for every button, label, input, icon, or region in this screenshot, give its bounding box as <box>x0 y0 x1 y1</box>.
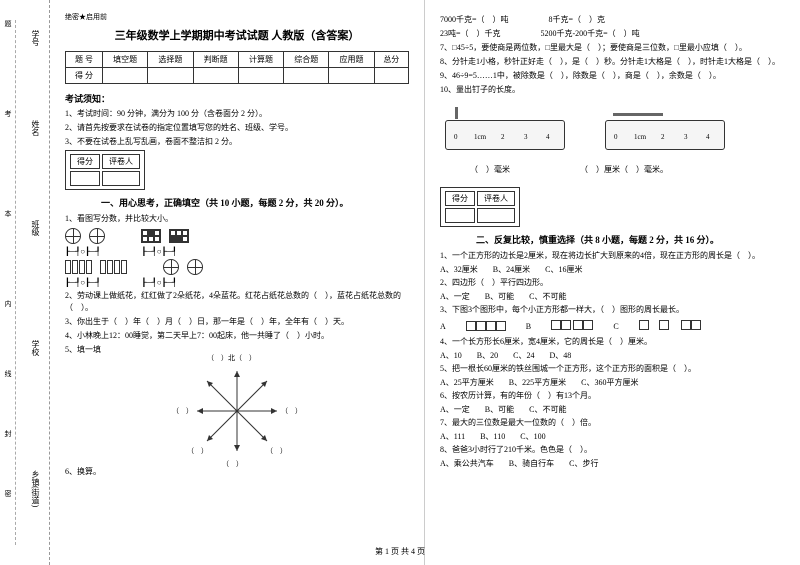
th: 选择题 <box>148 52 193 68</box>
q10: 10、量出钉子的长度。 <box>440 84 785 96</box>
nail-icon <box>455 107 458 119</box>
rulers-row: 0 1cm 2 3 4 0 1cm 2 3 4 <box>440 100 785 160</box>
ruler-2: 0 1cm 2 3 4 <box>605 105 735 155</box>
th: 综合题 <box>284 52 329 68</box>
shape-b <box>551 320 593 332</box>
edge-mark: 封 <box>3 430 13 437</box>
page-footer: 第 1 页 共 4 页 <box>0 546 800 557</box>
notice-item: 1、考试时间：90 分钟，满分为 100 分（含卷面分 2 分）。 <box>65 108 409 120</box>
s2q5: 5、把一根长60厘米的铁丝围城一个正方形，这个正方形的面积是（ ）。 <box>440 363 785 375</box>
th: 应用题 <box>329 52 374 68</box>
notice-header: 考试须知： <box>65 92 409 105</box>
shapes-row2 <box>65 259 409 275</box>
section2-title: 二、反复比较，慎重选择（共 8 小题，每题 2 分，共 16 分）。 <box>440 233 785 246</box>
shape-c <box>639 320 701 332</box>
shape-options: A B C <box>440 320 785 332</box>
s2q3: 3、下图3个图形中，每个小正方形都一样大，（ ）图形的周长最长。 <box>440 304 785 316</box>
grader-box-2: 得分评卷人 <box>440 187 520 227</box>
th: 总分 <box>374 52 408 68</box>
grader-box: 得分评卷人 <box>65 150 145 190</box>
q3: 3、你出生于（ ）年（ ）月（ ）日，那一年是（ ）年，全年有（ ）天。 <box>65 316 409 328</box>
circle-icon <box>65 228 81 244</box>
q6-item: 7000千克=（ ）吨 8千克=（ ）克 <box>440 14 785 26</box>
grid-icon <box>169 229 189 243</box>
shape-a <box>466 321 506 331</box>
edge-mark: 线 <box>3 370 13 377</box>
content-area: 绝密★启用前 三年级数学上学期期中考试试题 人教版（含答案） 题 号 填空题 选… <box>50 0 800 565</box>
edge-mark: 密 <box>3 490 13 497</box>
notice-item: 2、请首先按要求在试卷的指定位置填写您的姓名、班级、学号。 <box>65 122 409 134</box>
ruler-answer: （ ）厘米（ ）毫米。 <box>580 164 668 175</box>
circle-icon <box>89 228 105 244</box>
s2q8: 8、爸爸3小时行了210千米。色色是（ ）。 <box>440 444 785 456</box>
score-table: 题 号 填空题 选择题 判断题 计算题 综合题 应用题 总分 得 分 <box>65 51 409 84</box>
binding-sidebar: 学号 姓名 班级 学校 乡镇(街道) 题 考 本 内 线 封 密 <box>0 0 50 565</box>
s2q1: 1、一个正方形的边长是2厘米，现在将边长扩大到原来的4倍，现在正方形的周长是（ … <box>440 250 785 262</box>
q4: 4、小林晚上12：00睡觉，第二天早上7：00起床，他一共睡了（ ）小时。 <box>65 330 409 342</box>
grid-icon <box>141 229 161 243</box>
sidebar-label-school: 学校 <box>30 340 41 356</box>
q2: 2、劳动课上做纸花，红红做了2朵纸花，4朵蓝花。红花占纸花总数的（ ），蓝花占纸… <box>65 290 409 314</box>
q7: 7、□45÷5，要使商是两位数，□里最大是（ ）；要使商是三位数，□里最小应填（… <box>440 42 785 54</box>
q6-item: 23吨=（ ）千克 5200千克-200千克=（ ）吨 <box>440 28 785 40</box>
s2q2: 2、四边形（ ）平行四边形。 <box>440 277 785 289</box>
secret-mark: 绝密★启用前 <box>65 12 409 22</box>
exam-title: 三年级数学上学期期中考试试题 人教版（含答案） <box>65 27 409 43</box>
edge-mark: 题 <box>3 20 13 27</box>
s2q7: 7、最大的三位数是最大一位数的（ ）倍。 <box>440 417 785 429</box>
ruler-answer: （ ）毫米 <box>470 164 510 175</box>
bars-icon <box>65 260 92 274</box>
th: 计算题 <box>238 52 283 68</box>
q1: 1、看图写分数，并比较大小。 <box>65 213 409 225</box>
s2q6: 6、按农历计算，有的年份（ ）有13个月。 <box>440 390 785 402</box>
sidebar-label-class: 班级 <box>30 220 41 236</box>
left-column: 绝密★启用前 三年级数学上学期期中考试试题 人教版（含答案） 题 号 填空题 选… <box>50 0 425 565</box>
circle-icon <box>187 259 203 275</box>
compass-diagram: （ ）北（ ） （ ） （ ） （ ） （ ） （ ） <box>187 361 287 461</box>
edge-mark: 内 <box>3 300 13 307</box>
right-column: 7000千克=（ ）吨 8千克=（ ）克 23吨=（ ）千克 5200千克-20… <box>425 0 800 565</box>
th: 判断题 <box>193 52 238 68</box>
s2q4: 4、一个长方形长6厘米，宽4厘米，它的周长是（ ）厘米。 <box>440 336 785 348</box>
td: 得 分 <box>66 68 103 84</box>
th: 填空题 <box>103 52 148 68</box>
nail-icon <box>613 113 663 116</box>
section1-title: 一、用心思考，正确填空（共 10 小题，每题 2 分，共 20 分）。 <box>65 196 409 209</box>
q8: 8、分针走1小格，秒针正好走（ ），是（ ）秒。分针走1大格是（ ），时针走1大… <box>440 56 785 68</box>
fold-line <box>15 20 16 545</box>
edge-mark: 本 <box>3 210 13 217</box>
circle-icon <box>163 259 179 275</box>
sidebar-label-id: 学号 <box>30 30 41 46</box>
notice-item: 3、不要在试卷上乱写乱画，卷面不整洁扣 2 分。 <box>65 136 409 148</box>
bars-icon <box>100 260 127 274</box>
sidebar-label-name: 姓名 <box>30 120 41 136</box>
th: 题 号 <box>66 52 103 68</box>
q9: 9、46÷9=5……1中，被除数是（ ），除数是（ ），商是（ ），余数是（ ）… <box>440 70 785 82</box>
sidebar-label-town: 乡镇(街道) <box>30 470 41 507</box>
ruler-1: 0 1cm 2 3 4 <box>445 105 575 155</box>
edge-mark: 考 <box>3 110 13 117</box>
shapes-row1 <box>65 228 409 244</box>
